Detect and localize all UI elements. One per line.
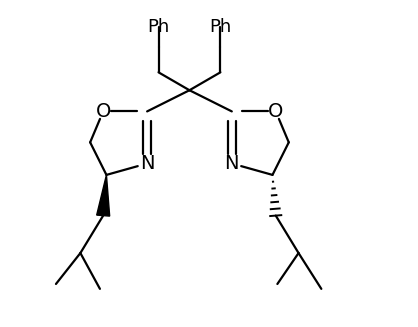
Text: Ph: Ph bbox=[148, 18, 170, 36]
Text: O: O bbox=[268, 102, 283, 121]
Polygon shape bbox=[97, 175, 110, 216]
Text: O: O bbox=[95, 102, 111, 121]
Text: N: N bbox=[140, 154, 154, 173]
Text: Ph: Ph bbox=[209, 18, 232, 36]
Text: N: N bbox=[224, 154, 239, 173]
